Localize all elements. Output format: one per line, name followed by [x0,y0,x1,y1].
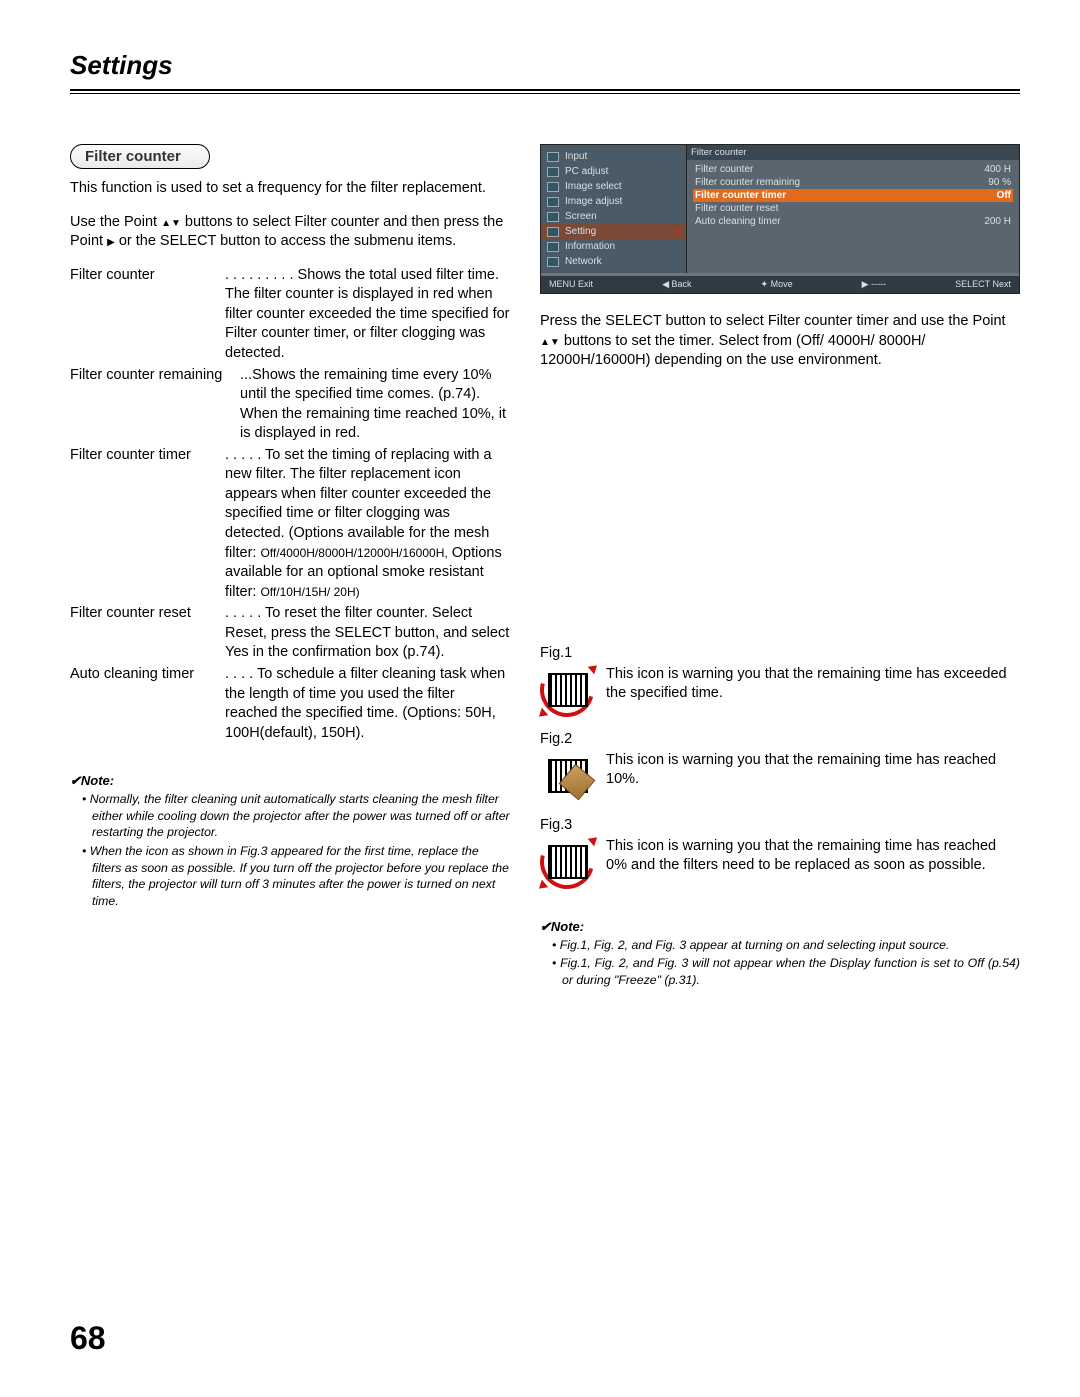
fig1-icon [540,665,596,717]
osd-row-highlighted: Filter counter timerOff [693,189,1013,202]
header-rule-thick [70,89,1020,91]
setting-icon [547,227,559,237]
header-rule-thin [70,93,1020,94]
point-up-icon [540,333,550,349]
fig1-label: Fig.1 [540,645,1020,661]
def-term: Filter counter [70,266,225,364]
osd-footer: MENU Exit ◀ Back ✦ Move ▶ ----- SELECT N… [541,273,1019,293]
page-title: Settings [70,50,1020,81]
osd-screenshot: Input PC adjust Image select Image adjus… [540,144,1020,294]
definition-list: Filter counter . . . . . . . . . Shows t… [70,266,510,744]
fig2-text: This icon is warning you that the remain… [606,751,1020,790]
intro-2: Use the Point buttons to select Filter c… [70,213,510,252]
page-number: 68 [70,1320,106,1357]
pc-adjust-icon [547,167,559,177]
osd-submenu-head: Filter counter [687,145,1019,160]
section-pill: Filter counter [70,144,210,169]
fig3-label: Fig.3 [540,817,1020,833]
image-adjust-icon [547,197,559,207]
osd-submenu: Filter counter Filter counter400 H Filte… [686,145,1019,273]
def-term: Filter counter remaining [70,366,240,444]
note-list: Normally, the filter cleaning unit autom… [70,791,510,909]
right-instruction: Press the SELECT button to select Filter… [540,312,1020,371]
network-icon [547,257,559,267]
fig3-icon [540,837,596,889]
intro-1: This function is used to set a frequency… [70,179,510,199]
selected-arrow-icon: ◀ [673,226,680,237]
point-right-icon [107,233,115,249]
fig1-text: This icon is warning you that the remain… [606,665,1020,704]
note-heading: ✔Note: [70,773,510,789]
screen-icon [547,212,559,222]
image-select-icon [547,182,559,192]
point-down-icon [550,333,560,349]
information-icon [547,242,559,252]
def-term: Filter counter reset [70,604,225,663]
fig3-text: This icon is warning you that the remain… [606,837,1020,876]
osd-menu-list: Input PC adjust Image select Image adjus… [541,145,686,273]
note-heading-right: ✔Note: [540,919,1020,935]
fig2-label: Fig.2 [540,731,1020,747]
fig2-icon [540,751,596,803]
def-term: Filter counter timer [70,446,225,603]
input-icon [547,152,559,162]
point-down-icon [171,214,181,230]
def-term: Auto cleaning timer [70,665,225,743]
note-list-right: Fig.1, Fig. 2, and Fig. 3 appear at turn… [540,937,1020,989]
point-up-icon [161,214,171,230]
